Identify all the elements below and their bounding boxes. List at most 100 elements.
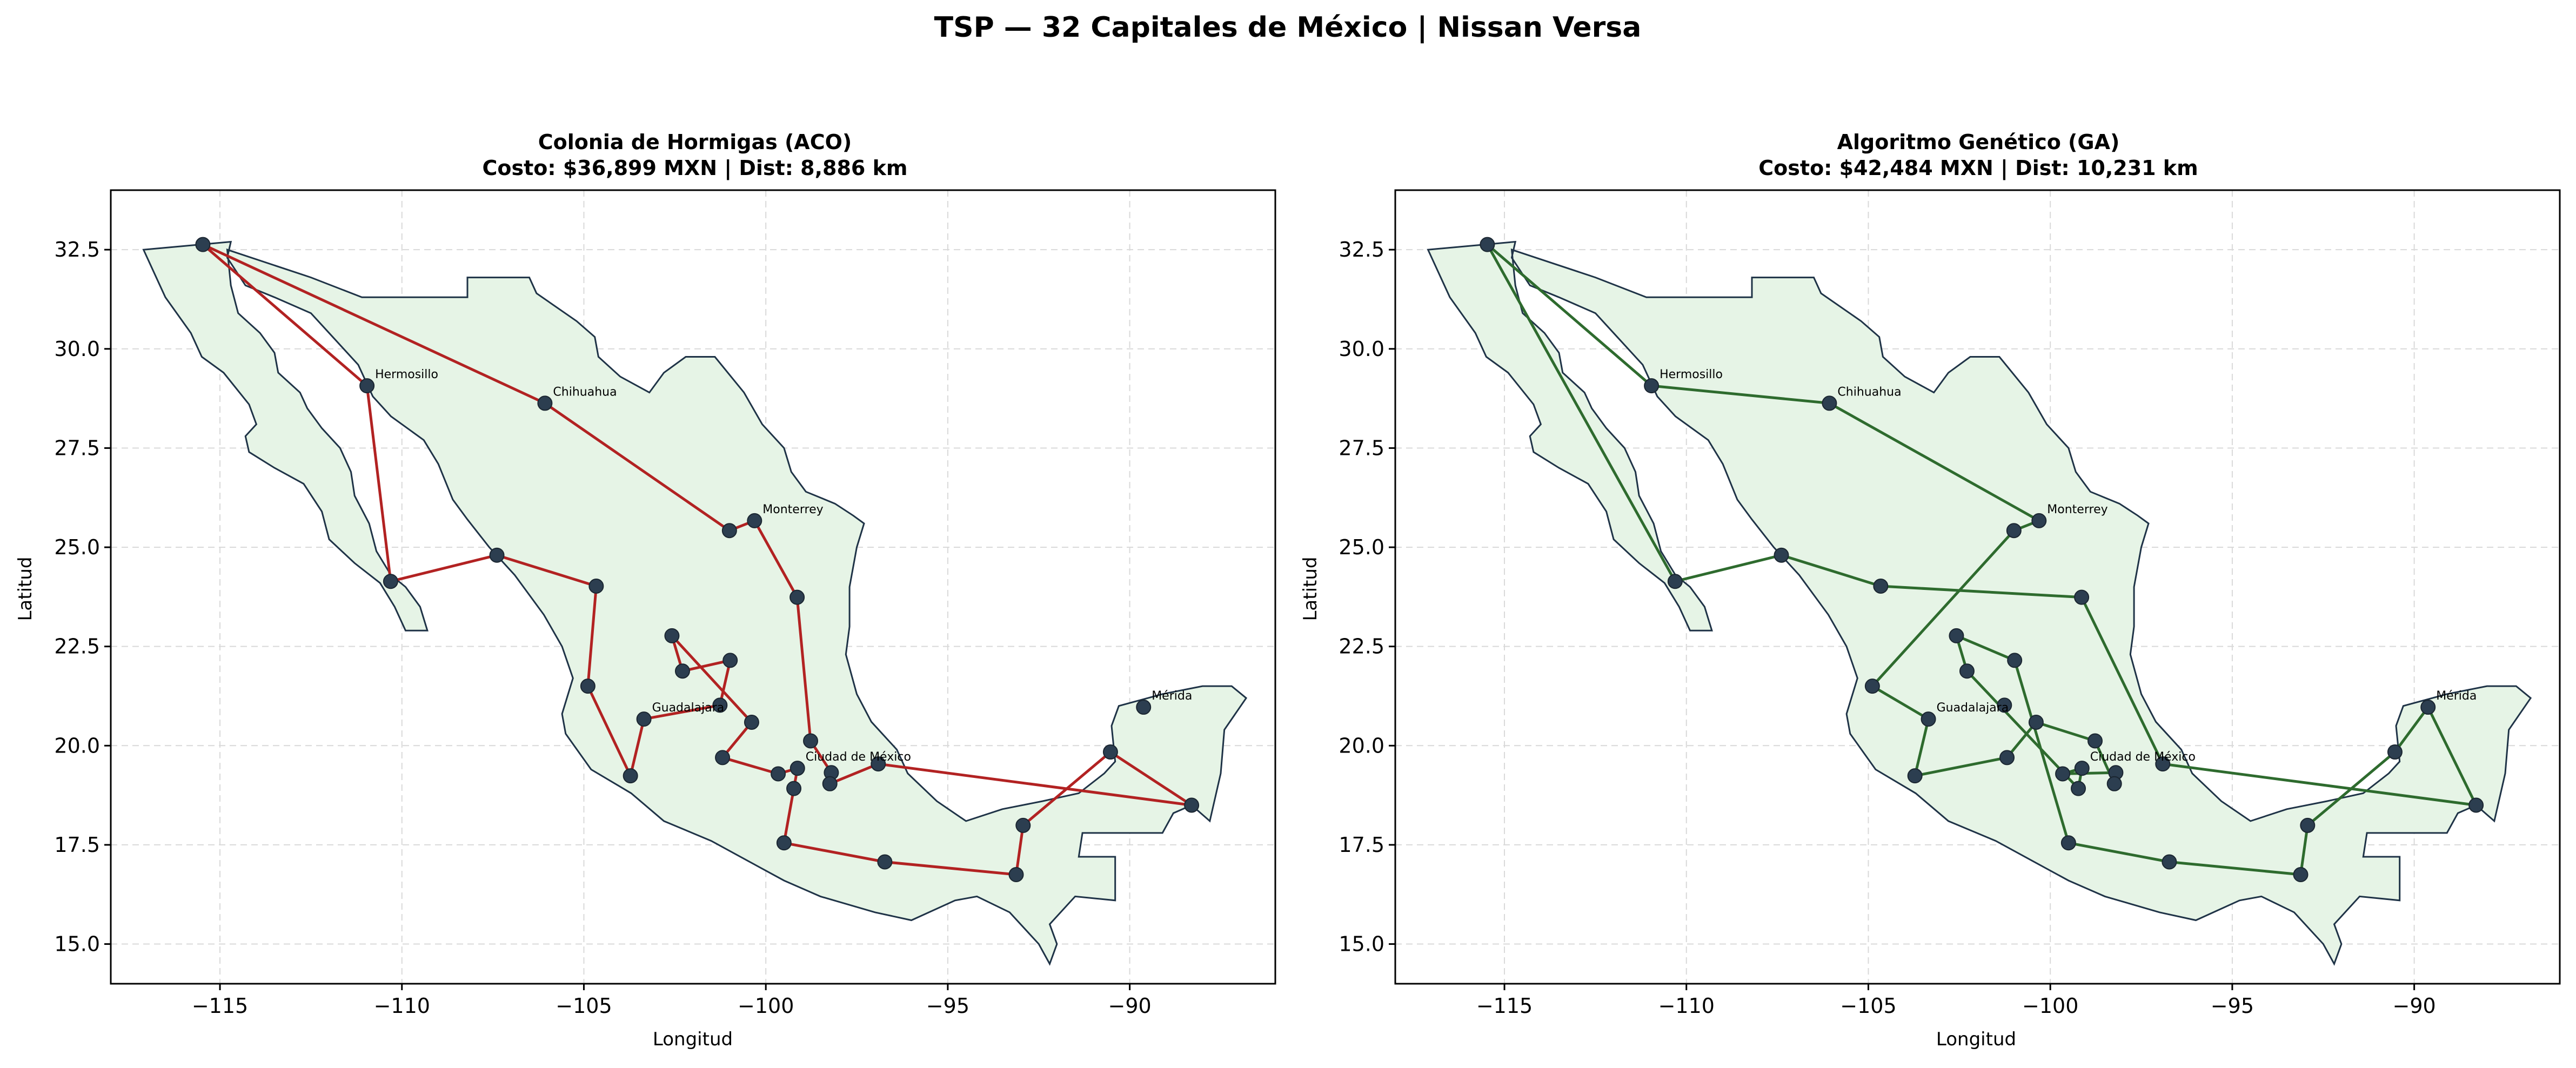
x-tick-label: −90 xyxy=(2393,994,2436,1018)
city-point xyxy=(776,835,792,851)
x-tick-label: −100 xyxy=(2022,994,2078,1018)
chart-subtitle-ga: Costo: $42,484 MXN | Dist: 10,231 km xyxy=(1758,156,2198,180)
city-labels-aco: Hermosillo Chihuahua Monterrey Guadalajara C… xyxy=(375,368,1192,764)
city-point xyxy=(721,523,737,539)
city-point xyxy=(1873,579,1889,594)
city-point xyxy=(1864,679,1880,694)
city-point xyxy=(789,761,805,776)
y-tick-label: 30.0 xyxy=(1339,337,1384,361)
city-point xyxy=(2420,700,2436,715)
city-point xyxy=(2293,867,2309,883)
city-point xyxy=(588,579,604,594)
city-point xyxy=(771,766,786,782)
y-tick-label: 17.5 xyxy=(1339,833,1384,857)
city-point xyxy=(715,750,731,765)
city-point xyxy=(2071,781,2086,796)
city-point xyxy=(1667,574,1683,589)
city-point xyxy=(1907,768,1923,784)
city-point xyxy=(623,768,638,784)
city-point xyxy=(1102,744,1118,760)
city-label: Chihuahua xyxy=(553,385,617,399)
city-point xyxy=(1921,711,1936,727)
mexico-outline xyxy=(142,240,1248,966)
city-label: Mérida xyxy=(2436,689,2477,703)
city-point xyxy=(747,513,762,528)
panel-ga: Algoritmo Genético (GA) Costo: $42,484 M… xyxy=(1300,130,2561,1050)
city-point xyxy=(789,589,805,605)
y-tick-label: 27.5 xyxy=(54,436,100,460)
city-point xyxy=(2031,513,2047,528)
y-tick-label: 27.5 xyxy=(1339,436,1384,460)
chart-subtitle-aco: Costo: $36,899 MXN | Dist: 8,886 km xyxy=(483,156,908,180)
city-point xyxy=(1136,700,1152,715)
city-label: Hermosillo xyxy=(375,368,438,381)
x-tick-label: −115 xyxy=(192,994,248,1018)
city-point xyxy=(636,711,652,727)
x-tick-label: −110 xyxy=(1658,994,1715,1018)
x-tick-label: −95 xyxy=(926,994,969,1018)
city-point xyxy=(1949,628,1964,643)
city-point xyxy=(2074,589,2090,605)
y-tick-label: 17.5 xyxy=(54,833,100,857)
figure-title: TSP — 32 Capitales de México | Nissan Ve… xyxy=(934,11,1642,44)
city-point xyxy=(537,395,553,411)
x-axis-label-aco: Longitud xyxy=(653,1029,733,1050)
city-point xyxy=(1999,750,2015,765)
city-point xyxy=(1480,237,1495,252)
y-tick-label: 32.5 xyxy=(54,238,100,261)
city-label: Mérida xyxy=(1152,689,1192,703)
city-point xyxy=(2055,766,2071,782)
city-label: Ciudad de México xyxy=(2090,750,2196,764)
city-point xyxy=(871,756,886,772)
city-point xyxy=(2300,817,2316,833)
city-point xyxy=(2155,756,2171,772)
city-label: Monterrey xyxy=(762,503,823,516)
route-ga xyxy=(1486,243,2478,876)
city-point xyxy=(359,378,375,394)
y-tick-label: 30.0 xyxy=(54,337,100,361)
map-outline-aco xyxy=(142,240,1248,966)
city-point xyxy=(1644,378,1660,394)
y-tick-label: 20.0 xyxy=(1339,734,1384,757)
city-point xyxy=(2060,835,2076,851)
city-point xyxy=(722,653,738,668)
city-point xyxy=(664,628,680,643)
chart-title-aco: Colonia de Hormigas (ACO) xyxy=(538,130,852,154)
y-axis-label-ga: Latitud xyxy=(1300,556,1321,621)
city-label: Guadalajara xyxy=(1937,701,2009,715)
x-tick-label: −115 xyxy=(1476,994,1533,1018)
x-axis-label-ga: Longitud xyxy=(1936,1029,2016,1050)
city-point xyxy=(580,679,596,694)
city-point xyxy=(1959,663,1975,679)
city-point xyxy=(786,781,802,796)
city-label: Monterrey xyxy=(2047,503,2107,516)
mexico-outline xyxy=(1427,240,2532,966)
cities-ga xyxy=(1480,237,2484,883)
city-labels-ga: Hermosillo Chihuahua Monterrey Guadalajara C… xyxy=(1660,368,2477,764)
city-point xyxy=(2007,653,2023,668)
y-tick-label: 15.0 xyxy=(1339,932,1384,956)
city-point xyxy=(1822,395,1837,411)
city-point xyxy=(803,733,819,749)
city-point xyxy=(383,574,398,589)
city-point xyxy=(674,663,690,679)
x-tick-label: −110 xyxy=(374,994,430,1018)
x-tick-label: −105 xyxy=(1840,994,1896,1018)
city-point xyxy=(2468,797,2484,813)
plot-frame-aco xyxy=(110,189,1276,985)
chart-title-ga: Algoritmo Genético (GA) xyxy=(1837,130,2120,154)
panel-aco: Colonia de Hormigas (ACO) Costo: $36,899… xyxy=(15,130,1276,1050)
city-point xyxy=(877,854,893,870)
city-point xyxy=(712,697,728,713)
city-point xyxy=(1008,867,1024,883)
city-point xyxy=(1184,797,1200,813)
y-tick-label: 22.5 xyxy=(54,635,100,659)
city-point xyxy=(1015,817,1031,833)
city-point xyxy=(2087,733,2103,749)
city-point xyxy=(2028,714,2044,730)
y-tick-label: 22.5 xyxy=(1339,635,1384,659)
y-axis-label-aco: Latitud xyxy=(15,556,36,621)
city-point xyxy=(2106,776,2122,791)
x-tick-label: −95 xyxy=(2211,994,2254,1018)
city-label: Ciudad de México xyxy=(806,750,911,764)
